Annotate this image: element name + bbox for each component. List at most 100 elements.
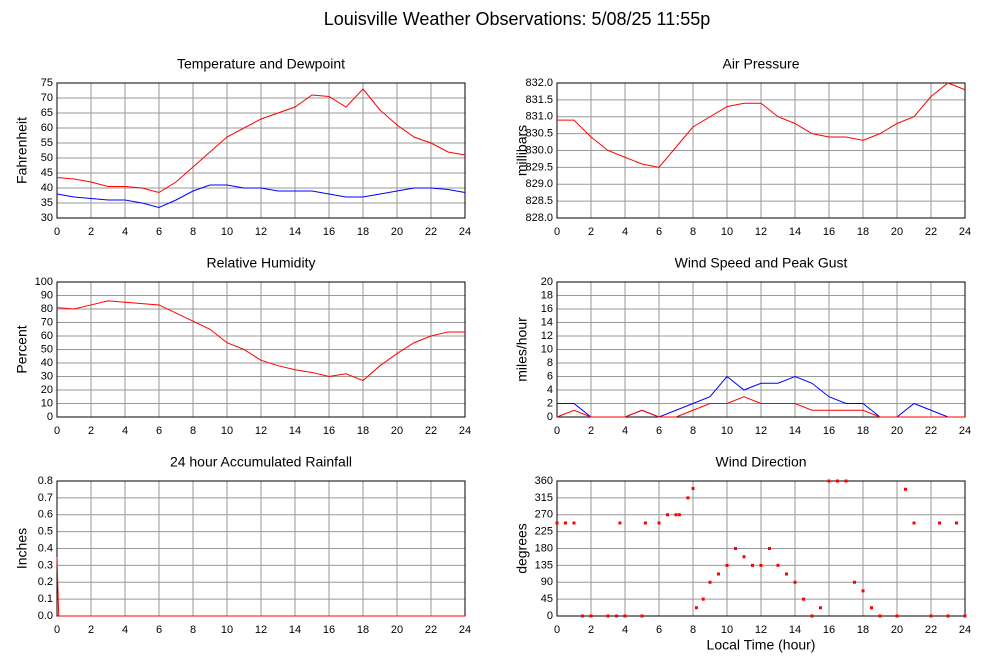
data-line (56, 556, 465, 617)
y-tick-label: 45 (541, 593, 553, 605)
x-tick-label: 24 (459, 425, 471, 437)
y-axis-label: Inches (14, 528, 30, 569)
x-tick-label: 20 (891, 624, 903, 636)
x-tick-label: 24 (459, 624, 471, 636)
data-point (912, 521, 916, 525)
data-point (686, 496, 690, 500)
x-tick-label: 8 (190, 425, 196, 437)
x-tick-label: 14 (289, 624, 301, 636)
x-tick-label: 2 (588, 425, 594, 437)
data-point (691, 487, 695, 490)
x-tick-label: 20 (391, 226, 403, 238)
y-tick-label: 225 (535, 526, 553, 538)
plot-frame (556, 82, 966, 219)
x-tick-label: 6 (156, 425, 162, 437)
y-tick-label: 315 (535, 492, 553, 504)
y-tick-label: 0.0 (38, 610, 53, 622)
data-point (819, 606, 822, 610)
data-point (657, 521, 661, 525)
x-tick-label: 12 (755, 624, 767, 636)
y-tick-label: 45 (41, 167, 53, 179)
x-tick-label: 4 (622, 425, 628, 437)
x-tick-label: 8 (190, 226, 196, 238)
x-tick-label: 16 (323, 624, 335, 636)
y-tick-label: 20 (41, 384, 53, 396)
x-tick-label: 12 (255, 624, 267, 636)
data-line (557, 82, 966, 168)
chart-title: Wind Speed and Peak Gust (675, 255, 848, 271)
data-point (751, 563, 754, 567)
data-point (904, 487, 907, 491)
y-tick-label: 4 (547, 384, 553, 396)
plot-frame (556, 281, 966, 418)
y-axis-label: miles/hour (514, 317, 530, 382)
x-tick-label: 16 (323, 425, 335, 437)
data-point (768, 547, 771, 550)
x-tick-label: 14 (789, 226, 801, 238)
y-tick-label: 40 (41, 357, 53, 369)
y-tick-label: 0.4 (38, 542, 53, 554)
data-point (725, 563, 729, 567)
x-tick-label: 10 (721, 226, 733, 238)
data-point (853, 580, 856, 584)
data-point (742, 555, 746, 559)
x-tick-label: 12 (755, 226, 767, 238)
data-point (717, 572, 720, 576)
x-tick-label: 20 (391, 624, 403, 636)
x-tick-label: 2 (88, 624, 94, 636)
data-point (861, 589, 865, 593)
x-tick-label: 2 (88, 226, 94, 238)
x-tick-label: 14 (789, 624, 801, 636)
y-tick-label: 0 (547, 411, 553, 423)
y-tick-label: 0.5 (38, 526, 53, 538)
x-tick-label: 16 (823, 624, 835, 636)
chart-title: Air Pressure (722, 56, 799, 72)
data-point (581, 614, 584, 618)
x-tick-label: 0 (554, 425, 560, 437)
data-point (810, 614, 814, 618)
data-point (955, 521, 958, 525)
y-tick-label: 831.5 (525, 94, 553, 106)
x-tick-label: 0 (554, 624, 560, 636)
x-tick-label: 12 (255, 425, 267, 437)
y-tick-label: 831.0 (525, 111, 553, 123)
y-tick-label: 16 (541, 303, 553, 315)
x-tick-label: 6 (656, 425, 662, 437)
y-tick-label: 70 (41, 92, 53, 104)
x-tick-label: 18 (857, 226, 869, 238)
x-tick-label: 6 (656, 226, 662, 238)
y-tick-label: 12 (541, 330, 553, 342)
y-tick-label: 40 (41, 182, 53, 194)
data-point (606, 614, 610, 618)
y-tick-label: 828.0 (525, 212, 553, 224)
y-axis-label: millibars (514, 125, 530, 176)
y-tick-label: 10 (41, 397, 53, 409)
x-tick-label: 2 (588, 624, 594, 636)
y-tick-label: 0 (47, 411, 53, 423)
x-tick-label: 22 (925, 425, 937, 437)
x-tick-label: 10 (221, 425, 233, 437)
data-point (929, 614, 933, 618)
data-point (677, 513, 681, 517)
x-tick-label: 22 (425, 425, 437, 437)
x-tick-label: 18 (357, 425, 369, 437)
x-tick-label: 4 (122, 226, 128, 238)
y-tick-label: 830.5 (525, 128, 553, 140)
x-tick-label: 18 (357, 624, 369, 636)
x-tick-label: 16 (323, 226, 335, 238)
plot-frame (56, 281, 466, 418)
plot-frame (556, 480, 966, 617)
y-tick-label: 18 (541, 289, 553, 301)
y-axis-label: degrees (514, 523, 530, 574)
data-point (785, 572, 788, 576)
x-tick-label: 18 (857, 624, 869, 636)
x-tick-label: 6 (156, 226, 162, 238)
data-point (564, 521, 567, 525)
y-tick-label: 0.2 (38, 576, 53, 588)
x-tick-label: 4 (622, 624, 628, 636)
data-point (615, 614, 618, 618)
data-point (870, 606, 873, 610)
x-tick-label: 0 (54, 226, 60, 238)
y-tick-label: 832.0 (525, 77, 553, 89)
